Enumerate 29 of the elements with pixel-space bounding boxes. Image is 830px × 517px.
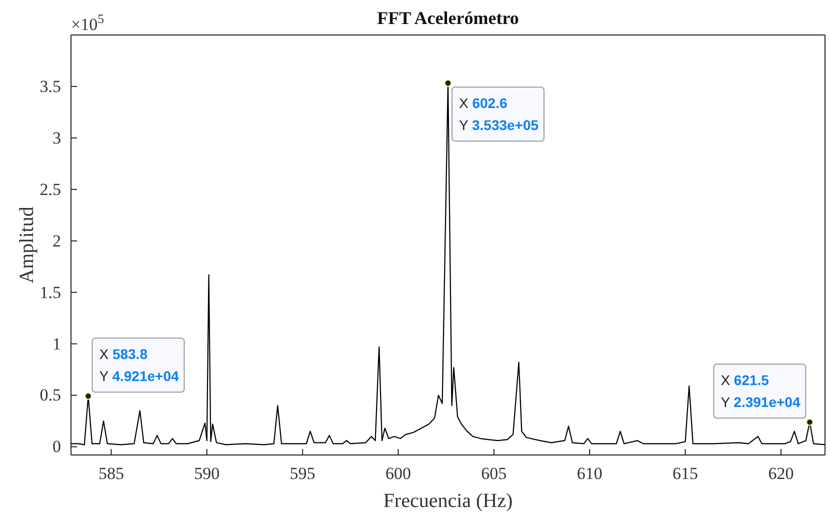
y-tick-label: 2.5: [40, 180, 61, 199]
data-tip: X 583.8 Y 4.921e+04: [92, 338, 185, 393]
point: [84, 392, 92, 400]
annotation: X 602.6 Y 3.533e+05: [459, 95, 539, 134]
y-tick-label: 2: [52, 231, 61, 250]
y-tick-label: 3: [52, 128, 61, 148]
x-tick-label: 610: [576, 464, 602, 484]
y-tick-label: 0.5: [40, 386, 61, 405]
y-tick-label: 3.5: [40, 76, 61, 96]
x-tick-label: 605: [481, 464, 507, 484]
data-tip: X 602.6 Y 3.533e+05: [452, 86, 544, 142]
text: ×10$^{5}$: [71, 12, 104, 34]
x-axis-title: Frecuencia (Hz): [383, 490, 513, 512]
annotation: X 621.5 Y 2.391e+04: [720, 372, 800, 410]
annotation: X 583.8 Y 4.921e+04: [99, 346, 179, 384]
chart-title: FFT Acelerómetro: [377, 8, 519, 28]
x-tick-label: 590: [194, 464, 220, 484]
y-tick-label: 1.5: [40, 282, 61, 302]
x-tick-label: 595: [290, 464, 316, 484]
y-tick-label: 0: [52, 437, 61, 456]
point: [806, 418, 814, 426]
x-tick-label: 620: [768, 464, 794, 484]
x-tick-label: 615: [672, 464, 698, 484]
x-tick-label: 600: [385, 464, 411, 484]
y-axis-title: Amplitud: [16, 206, 38, 284]
x-tick-label: 585: [98, 464, 124, 484]
data-tip: X 621.5 Y 2.391e+04: [713, 364, 806, 419]
y-tick-label: 1: [52, 334, 61, 354]
point: [444, 79, 452, 87]
